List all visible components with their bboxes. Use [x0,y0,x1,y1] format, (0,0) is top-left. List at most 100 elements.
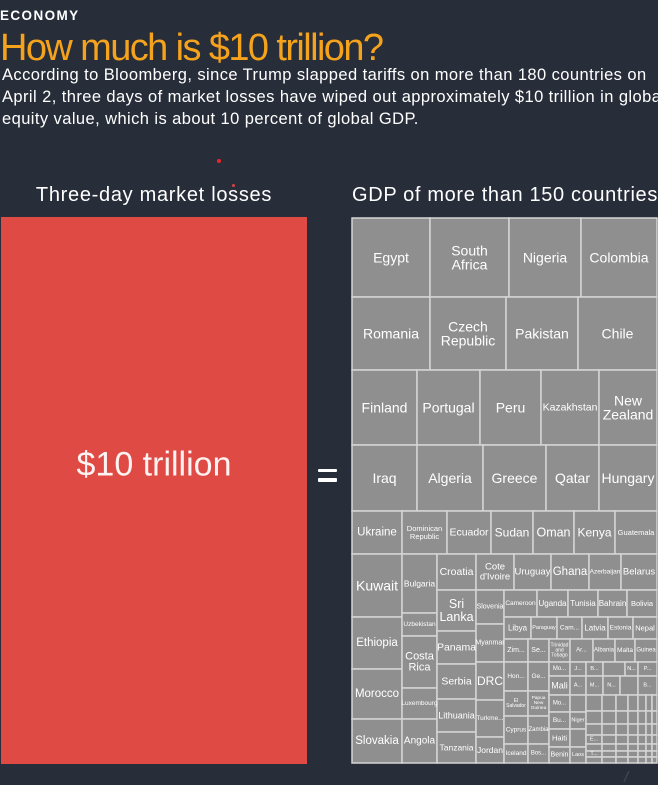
svg-text:Czech: Czech [448,318,488,334]
svg-text:Uruguay: Uruguay [515,567,551,578]
svg-text:Zealand: Zealand [603,407,654,423]
svg-text:Cote: Cote [485,562,505,573]
svg-text:M...: M... [590,683,600,689]
svg-text:Uganda: Uganda [538,599,567,608]
svg-text:Myanmar: Myanmar [475,640,505,647]
svg-text:Qatar: Qatar [555,470,590,486]
svg-text:New: New [614,392,643,408]
svg-text:Algeria: Algeria [428,470,472,486]
svg-text:T...: T... [590,751,598,757]
svg-text:Dominican: Dominican [407,524,442,533]
svg-text:Haiti: Haiti [552,734,567,743]
svg-text:Malta: Malta [617,647,633,654]
svg-text:Hon...: Hon... [507,673,525,680]
svg-text:Bolivia: Bolivia [631,599,654,608]
svg-text:Bos...: Bos... [531,751,547,757]
svg-text:Panama: Panama [437,642,476,654]
svg-text:Romania: Romania [363,326,419,342]
svg-text:Nepal: Nepal [635,624,655,633]
svg-text:Bulgaria: Bulgaria [404,579,435,589]
svg-text:Slovakia: Slovakia [355,735,399,747]
svg-text:and: and [555,648,564,654]
svg-text:Cyprus: Cyprus [506,727,527,734]
svg-text:Zambia: Zambia [528,727,549,733]
svg-text:Se...: Se... [531,647,545,654]
svg-text:Sri: Sri [449,597,464,611]
svg-text:Cam...: Cam... [560,625,579,632]
svg-text:El: El [514,698,518,704]
svg-text:Bahrain: Bahrain [599,599,627,608]
svg-text:Angola: Angola [404,736,436,747]
svg-text:Costa: Costa [405,650,435,662]
svg-text:Lanka: Lanka [439,610,473,624]
svg-text:Niger: Niger [571,718,584,724]
svg-text:Zim...: Zim... [507,647,525,654]
svg-text:Jordan: Jordan [477,745,503,755]
svg-text:Egypt: Egypt [373,250,409,266]
svg-text:Republic: Republic [441,333,495,349]
svg-text:B...: B... [590,666,599,672]
svg-text:Morocco: Morocco [355,688,399,700]
svg-text:B...: B... [643,683,652,689]
svg-text:Croatia: Croatia [440,566,474,578]
svg-text:Kenya: Kenya [577,526,611,540]
svg-text:DRC: DRC [477,674,503,688]
svg-text:Chile: Chile [602,326,634,342]
svg-text:Uzbekistan: Uzbekistan [403,621,436,628]
svg-text:J...: J... [574,666,582,672]
svg-text:E...: E... [590,737,599,743]
svg-text:Finland: Finland [362,400,408,416]
svg-text:Bu...: Bu... [553,717,567,724]
svg-text:Azerbaijan: Azerbaijan [590,569,621,576]
svg-text:Tanzania: Tanzania [439,743,473,753]
svg-text:Turkme...: Turkme... [476,715,503,722]
svg-text:Kazakhstan: Kazakhstan [543,402,598,414]
svg-text:Ecuador: Ecuador [449,527,489,539]
svg-text:Greece: Greece [492,470,538,486]
svg-text:Paraguay: Paraguay [532,625,556,631]
svg-text:Salvador: Salvador [506,703,526,709]
svg-text:Luxembourg: Luxembourg [401,700,438,707]
svg-text:Guinea: Guinea [531,705,547,711]
svg-text:Republic: Republic [410,532,439,541]
svg-text:Papua: Papua [532,695,546,701]
svg-text:Trinidad: Trinidad [551,642,569,648]
svg-text:P...: P... [644,666,652,672]
svg-text:Rica: Rica [408,662,431,674]
svg-text:Tunisia: Tunisia [570,599,596,608]
svg-text:New: New [534,700,544,706]
svg-text:Lithuania: Lithuania [438,711,475,721]
svg-text:Oman: Oman [536,526,570,540]
svg-text:Nigeria: Nigeria [523,250,568,266]
svg-text:Hungary: Hungary [602,470,655,486]
svg-text:N...: N... [607,683,616,689]
svg-text:Iraq: Iraq [372,470,396,486]
svg-text:Africa: Africa [452,257,488,273]
svg-text:Sudan: Sudan [495,526,530,540]
svg-text:Slovenia: Slovenia [477,604,504,611]
svg-text:Ge...: Ge... [531,673,545,680]
svg-text:Libya: Libya [508,624,528,633]
svg-text:Ukraine: Ukraine [357,527,397,539]
svg-text:Ghana: Ghana [553,566,588,578]
svg-text:Ar...: Ar... [576,648,587,654]
svg-text:Guatemala: Guatemala [618,528,656,537]
svg-text:Portugal: Portugal [422,400,474,416]
svg-text:Laos: Laos [572,752,584,758]
svg-text:Latvia: Latvia [584,624,606,633]
svg-text:Mali: Mali [551,681,568,691]
svg-text:N...: N... [627,666,636,672]
svg-text:Tobago: Tobago [551,653,568,659]
svg-text:Iceland: Iceland [506,750,527,757]
svg-text:Serbia: Serbia [441,676,472,688]
svg-text:Kuwait: Kuwait [356,578,398,594]
svg-text:Benin: Benin [551,752,569,759]
svg-text:Peru: Peru [496,400,526,416]
svg-text:Estonia: Estonia [610,625,632,632]
svg-text:South: South [451,242,488,258]
svg-text:Guinea: Guinea [636,648,656,654]
svg-text:Pakistan: Pakistan [515,326,569,342]
svg-text:Colombia: Colombia [589,250,648,266]
svg-text:d'Ivoire: d'Ivoire [480,571,510,582]
svg-text:A...: A... [574,683,583,689]
